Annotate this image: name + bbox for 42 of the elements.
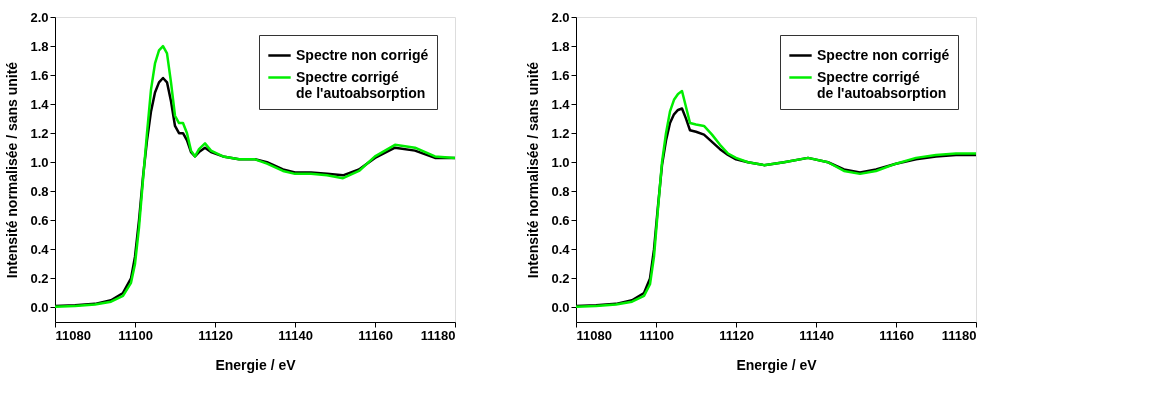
y-tick-label: 0.4 [30, 241, 50, 257]
x-tick-label: 11100 [118, 327, 153, 343]
y-tick-label: 1.2 [551, 125, 570, 141]
y-tick-label: 1.8 [30, 38, 49, 54]
legend-label: Spectre non corrigé [817, 46, 950, 63]
legend-label: Spectre corrigé de l'autoabsorption [296, 68, 426, 101]
x-tick-label: 11140 [799, 327, 834, 343]
x-tick-label: 11120 [719, 327, 754, 343]
y-tick-label: 1.8 [551, 38, 570, 54]
y-tick-label: 1.6 [30, 67, 49, 83]
y-tick-label: 1.4 [30, 96, 50, 112]
x-tick-label: 11160 [358, 327, 393, 343]
y-tick-label: 0.8 [30, 183, 49, 199]
x-tick-label: 11080 [576, 327, 612, 343]
x-tick-label: 11140 [278, 327, 313, 343]
x-axis-title: Energie / eV [736, 356, 818, 373]
y-axis-title: Intensité normalisée / sans unité [525, 61, 542, 279]
legend-label: Spectre corrigé de l'autoabsorption [817, 68, 947, 101]
y-tick-label: 1.6 [551, 67, 570, 83]
x-tick-label: 11120 [198, 327, 233, 343]
y-tick-label: 0.0 [551, 299, 570, 315]
y-tick-label: 0.2 [30, 270, 49, 286]
y-axis-title: Intensité normalisée / sans unité [4, 61, 21, 279]
y-tick-label: 0.8 [551, 183, 570, 199]
y-tick-label: 1.4 [551, 96, 571, 112]
y-tick-label: 1.2 [30, 125, 49, 141]
x-axis-title: Energie / eV [215, 356, 297, 373]
y-tick-label: 0.6 [551, 212, 570, 228]
x-tick-label: 11160 [879, 327, 914, 343]
y-tick-label: 2.0 [30, 9, 49, 25]
legend-label: Spectre non corrigé [296, 46, 429, 63]
y-tick-label: 1.0 [30, 154, 49, 170]
y-tick-label: 0.6 [30, 212, 49, 228]
y-tick-label: 2.0 [551, 9, 570, 25]
y-tick-label: 0.0 [30, 299, 49, 315]
y-tick-label: 0.2 [551, 270, 570, 286]
x-tick-label: 11180 [420, 327, 456, 343]
x-tick-label: 11180 [941, 327, 977, 343]
y-tick-label: 0.4 [551, 241, 571, 257]
x-tick-label: 11100 [639, 327, 674, 343]
y-tick-label: 1.0 [551, 154, 570, 170]
x-tick-label: 11080 [55, 327, 91, 343]
